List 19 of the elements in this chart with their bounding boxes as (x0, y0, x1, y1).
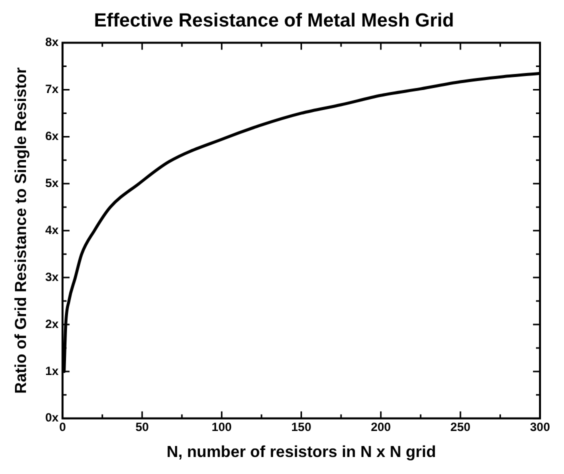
x-tick-label: 300 (530, 420, 550, 434)
x-tick-label: 150 (291, 420, 312, 434)
x-tick-label: 250 (450, 420, 471, 434)
x-tick-label: 0 (59, 420, 66, 434)
y-tick-label: 8x (45, 35, 59, 50)
x-tick-label: 100 (212, 420, 232, 434)
y-tick-label: 6x (45, 129, 59, 144)
y-tick-label: 1x (45, 364, 59, 378)
y-axis-title: Ratio of Grid Resistance to Single Resistor (13, 67, 30, 394)
x-axis-title: N, number of resistors in N x N grid (166, 444, 436, 461)
y-tick-label: 0x (45, 410, 59, 425)
y-tick-label: 3x (45, 270, 59, 284)
x-tick-label: 50 (135, 420, 150, 434)
y-tick-label: 2x (45, 316, 59, 331)
x-tick-label: 200 (370, 420, 392, 434)
y-tick-label: 5x (45, 176, 59, 190)
chart-title: Effective Resistance of Metal Mesh Grid (94, 10, 454, 32)
y-tick-label: 7x (45, 82, 59, 96)
y-tick-label: 4x (45, 222, 59, 237)
